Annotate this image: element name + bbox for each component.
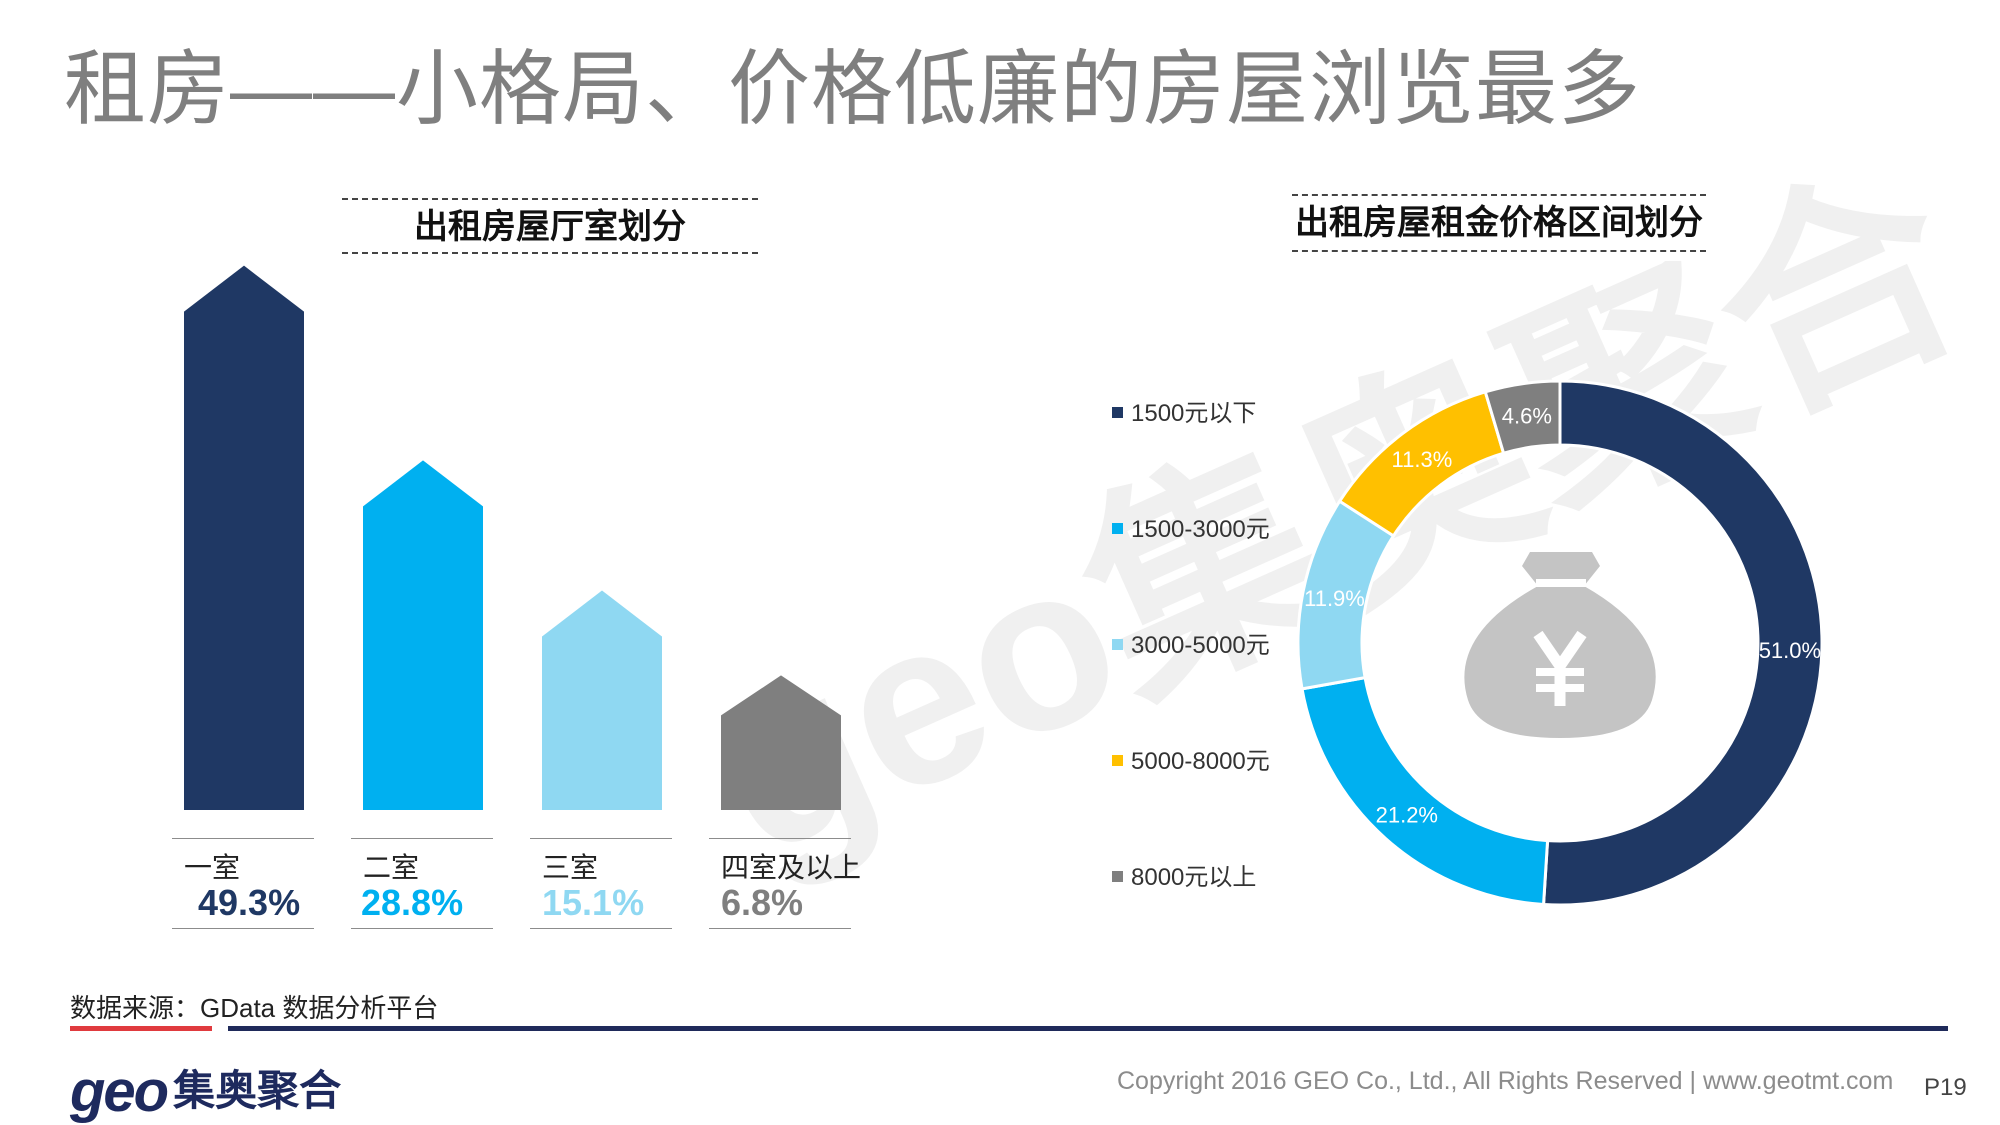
bar-chart: [184, 265, 841, 810]
legend-label: 1500元以下: [1131, 400, 1257, 427]
donut-slice-label: 4.6%: [1502, 403, 1552, 428]
bar-label-rule-top: [530, 838, 672, 839]
legend-swatch: [1112, 755, 1123, 767]
bar-3: [542, 590, 662, 810]
donut-slice-5: [1483, 379, 1562, 456]
data-source: 数据来源：GData 数据分析平台: [70, 993, 439, 1023]
bar-value-label: 28.8%: [361, 882, 464, 923]
bar-label-rule-top: [172, 838, 314, 839]
bar-4: [721, 675, 841, 810]
donut-chart-title: 出租房屋租金价格区间划分: [1292, 194, 1706, 252]
footer-divider: [228, 1026, 1948, 1031]
legend-label: 5000-8000元: [1131, 748, 1270, 775]
bar-category-label: 三室: [542, 852, 599, 883]
bar-label-rule-bottom: [172, 928, 314, 929]
bar-2: [363, 460, 483, 810]
legend-item: 5000-8000元: [1112, 741, 1270, 776]
donut-chart: 51.0% 21.2% 11.9% 11.3% 4.6%: [1296, 379, 1824, 907]
page-number: P19: [1924, 1074, 1967, 1101]
logo-latin: geo: [70, 1059, 169, 1124]
legend-label: 8000元以上: [1131, 864, 1257, 891]
bar-category-label: 二室: [363, 852, 420, 883]
footer-accent-line: [70, 1026, 212, 1031]
donut-slice-label: 11.9%: [1304, 586, 1365, 611]
money-bag-yuan-icon: [1464, 552, 1656, 738]
legend-label: 3000-5000元: [1131, 632, 1270, 659]
bar-value-label: 49.3%: [198, 882, 301, 923]
donut-slice-label: 51.0%: [1759, 638, 1821, 663]
bar-value-label: 6.8%: [721, 882, 804, 923]
bar-label-rule-top: [709, 838, 851, 839]
donut-slice-label: 21.2%: [1376, 803, 1438, 828]
bar-category-label: 四室及以上: [721, 852, 862, 883]
donut-slice-1: [1541, 379, 1824, 907]
page-title: 租房——小格局、价格低廉的房屋浏览最多: [64, 44, 1642, 135]
bar-category-label: 一室: [184, 852, 241, 883]
legend-label: 1500-3000元: [1131, 516, 1270, 543]
legend-item: 3000-5000元: [1112, 625, 1270, 660]
legend-swatch: [1112, 523, 1123, 535]
legend-item: 1500元以下: [1112, 393, 1256, 428]
bar-1: [184, 265, 304, 810]
bar-label-rule-bottom: [351, 928, 493, 929]
bar-value-label: 15.1%: [542, 882, 645, 923]
donut-slice-label: 11.3%: [1392, 447, 1453, 472]
legend-swatch: [1112, 639, 1123, 651]
legend-swatch: [1112, 871, 1123, 883]
bar-label-rule-bottom: [530, 928, 672, 929]
legend-item: 1500-3000元: [1112, 509, 1270, 544]
legend-swatch: [1112, 407, 1123, 419]
bar-label-rule-bottom: [709, 928, 851, 929]
copyright: Copyright 2016 GEO Co., Ltd., All Rights…: [1117, 1067, 1894, 1095]
company-logo: geo 集奥聚合: [70, 1058, 341, 1125]
legend-item: 8000元以上: [1112, 857, 1256, 892]
bar-label-rule-top: [351, 838, 493, 839]
logo-chinese: 集奥聚合: [173, 1067, 342, 1114]
bar-chart-title: 出租房屋厅室划分: [342, 198, 758, 254]
